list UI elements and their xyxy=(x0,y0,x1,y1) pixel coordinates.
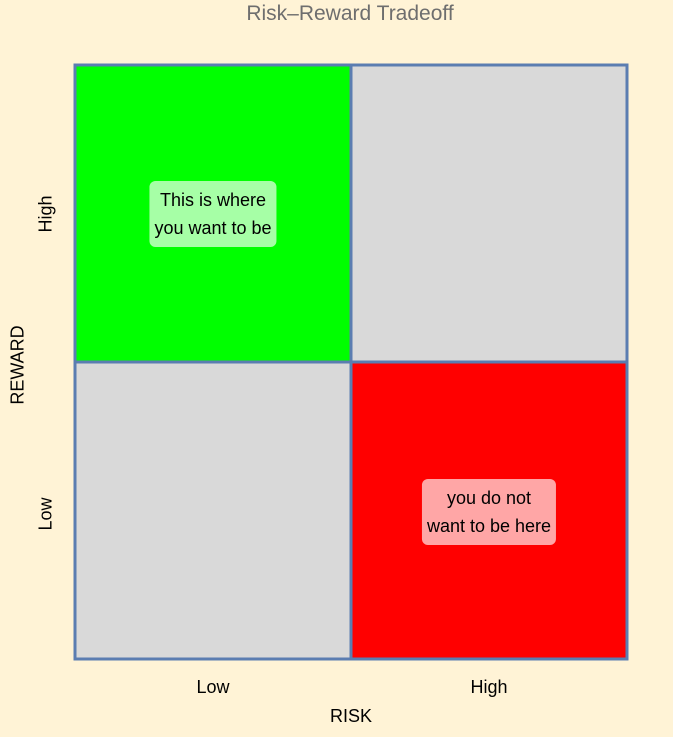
cell-label-line: want to be here xyxy=(426,516,552,536)
x-tick-label-low: Low xyxy=(196,677,230,697)
matrix-cell-high-risk-high-reward xyxy=(349,63,629,364)
cell-label-high-risk-low-reward: you do not want to be here xyxy=(421,479,557,545)
cell-label-low-risk-high-reward: This is where you want to be xyxy=(149,181,277,247)
y-tick-label-low: Low xyxy=(35,497,56,531)
cell-label-line: you want to be xyxy=(154,218,272,238)
y-tick-label-high: High xyxy=(35,195,56,233)
cell-label-line: This is where xyxy=(159,190,267,210)
y-axis-label: REWARD xyxy=(7,325,28,405)
matrix-cell-low-risk-low-reward xyxy=(73,360,353,661)
x-axis-label: RISK xyxy=(329,706,373,726)
chart-title: Risk–Reward Tradeoff xyxy=(246,2,454,25)
cell-label-line: you do not xyxy=(446,488,532,508)
matrix-cell-high-risk-low-reward xyxy=(349,360,629,661)
x-tick-label-high: High xyxy=(470,677,508,697)
